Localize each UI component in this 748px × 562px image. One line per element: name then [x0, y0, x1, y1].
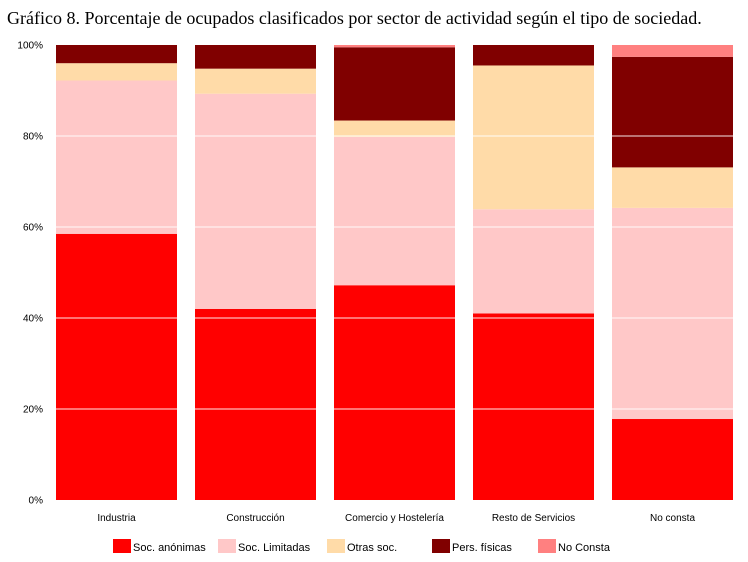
x-tick-label: Resto de Servicios: [492, 513, 575, 524]
bar-segment: [195, 93, 316, 309]
legend-swatch: [113, 539, 131, 553]
bar-segment: [334, 136, 455, 286]
bar-segment: [334, 47, 455, 121]
y-tick-label: 100%: [17, 41, 43, 52]
y-tick-label: 40%: [23, 314, 43, 325]
bar-segment: [612, 56, 733, 168]
x-axis: Industria Construcción Comercio y Hosteler…: [97, 513, 695, 524]
bar-segment: [56, 80, 177, 234]
bar-segment: [612, 207, 733, 420]
legend-label: Soc. anónimas: [133, 542, 206, 554]
bar-segment: [56, 45, 177, 64]
x-tick-label: Comercio y Hostelería: [345, 513, 444, 524]
y-tick-label: 0%: [29, 496, 44, 507]
bar-segment: [473, 65, 594, 210]
legend-label: Soc. Limitadas: [238, 542, 311, 554]
x-tick-label: Construcción: [226, 513, 284, 524]
legend-swatch: [432, 539, 450, 553]
bar-segment: [334, 120, 455, 137]
bar-segment: [56, 63, 177, 81]
bars: [47, 45, 742, 500]
y-tick-label: 60%: [23, 223, 43, 234]
legend-label: No Consta: [558, 542, 611, 554]
bar-segment: [612, 167, 733, 208]
chart-title: Gráfico 8. Porcentaje de ocupados clasif…: [7, 8, 702, 28]
bar-segment: [334, 285, 455, 500]
legend: Soc. anónimas Soc. Limitadas Otras soc. Per…: [113, 539, 611, 554]
legend-swatch: [327, 539, 345, 553]
legend-swatch: [538, 539, 556, 553]
y-tick-label: 80%: [23, 132, 43, 143]
bar-segment: [195, 308, 316, 500]
bar-segment: [195, 68, 316, 94]
legend-label: Otras soc.: [347, 542, 397, 554]
y-tick-label: 20%: [23, 405, 43, 416]
bar-segment: [612, 419, 733, 500]
bar-segment: [473, 45, 594, 66]
bar-segment: [334, 45, 455, 48]
y-axis: 0% 20% 40% 60% 80% 100%: [17, 41, 43, 507]
bar-segment: [473, 313, 594, 500]
bar-segment: [56, 233, 177, 500]
x-tick-label: Industria: [97, 513, 136, 524]
bar-segment: [473, 209, 594, 314]
x-tick-label: No consta: [650, 513, 695, 524]
legend-swatch: [218, 539, 236, 553]
bar-segment: [612, 45, 733, 57]
bar-segment: [195, 45, 316, 69]
legend-label: Pers. físicas: [452, 542, 512, 554]
